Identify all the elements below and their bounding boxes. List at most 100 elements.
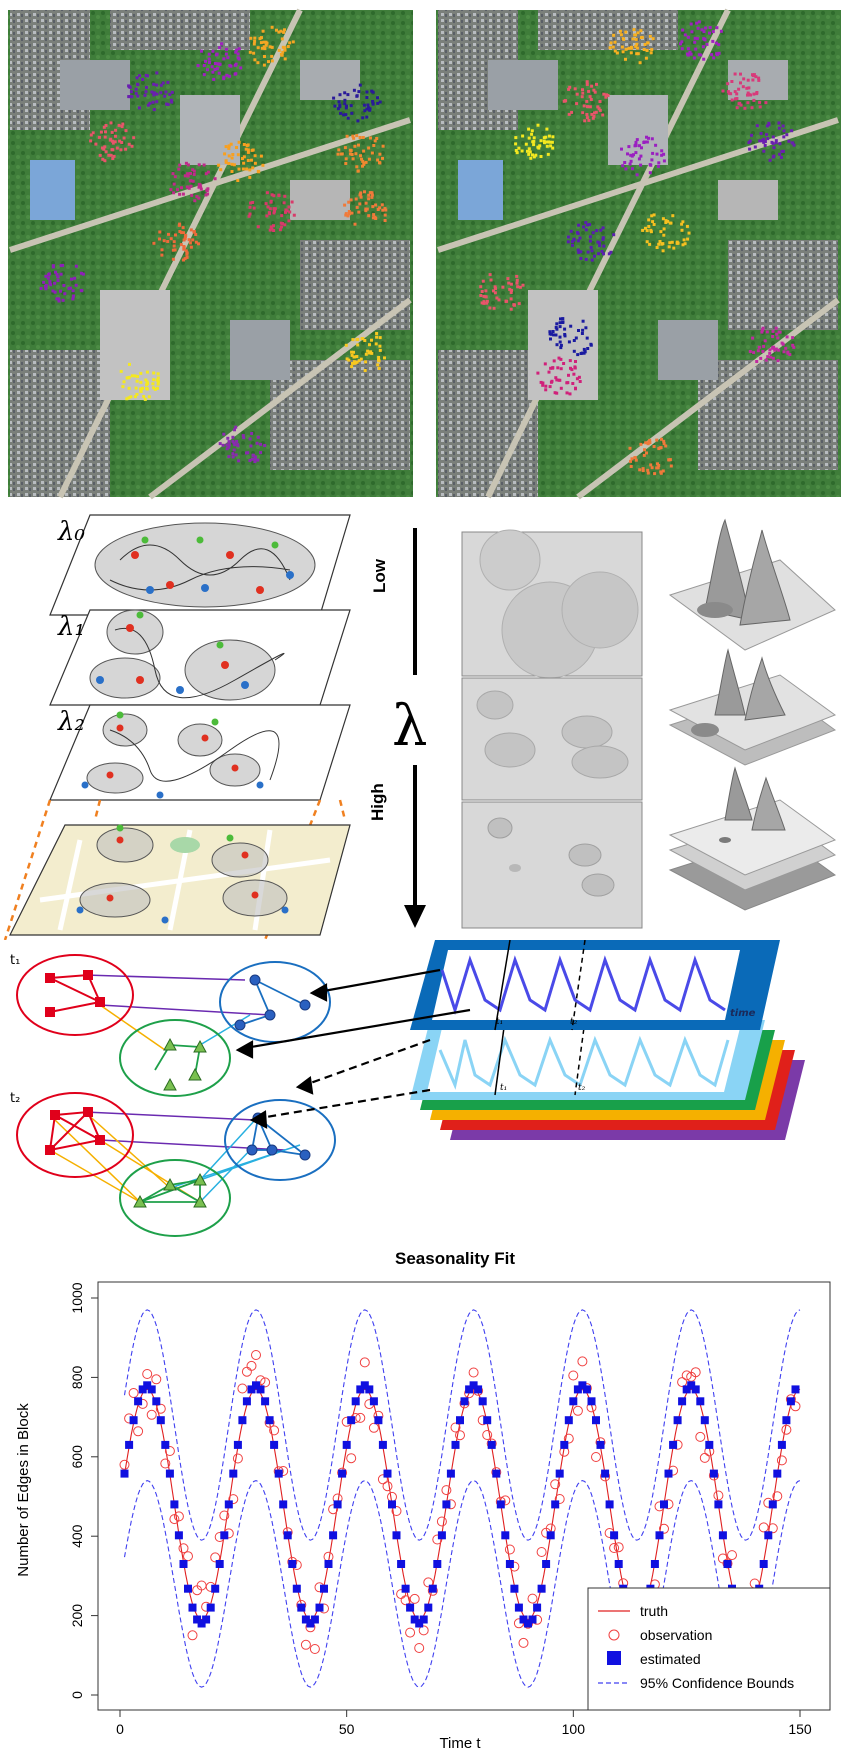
t1-sheet-tick1: t₁ bbox=[496, 1017, 503, 1027]
density-low-3d bbox=[668, 518, 836, 651]
density-high-3d bbox=[668, 766, 837, 911]
observation-point bbox=[568, 1370, 579, 1381]
x-tick-label: 150 bbox=[788, 1721, 812, 1737]
cluster bbox=[332, 83, 382, 123]
estimated-point bbox=[274, 1469, 283, 1478]
y-tick-label: 400 bbox=[69, 1524, 85, 1548]
estimated-point bbox=[510, 1584, 519, 1593]
left-map bbox=[8, 8, 413, 500]
cluster bbox=[566, 221, 616, 262]
lambda1-label: λ₁ bbox=[57, 612, 85, 642]
estimated-point bbox=[165, 1469, 174, 1478]
estimated-point bbox=[184, 1584, 192, 1593]
observation-point bbox=[423, 1577, 434, 1588]
cluster bbox=[536, 356, 582, 396]
y-tick-label: 800 bbox=[69, 1366, 85, 1390]
estimated-point bbox=[279, 1500, 288, 1509]
temporal-network-panel: t₁ t₂ bbox=[10, 940, 805, 1237]
estimated-point bbox=[678, 1397, 687, 1406]
cluster bbox=[748, 326, 796, 363]
cluster bbox=[479, 273, 525, 311]
observation-point bbox=[677, 1377, 688, 1388]
observation-point bbox=[346, 1453, 357, 1464]
estimated-point bbox=[134, 1397, 143, 1406]
estimated-point bbox=[487, 1440, 496, 1449]
estimated-point bbox=[723, 1560, 732, 1568]
network-t2 bbox=[16, 1092, 336, 1237]
estimated-point bbox=[478, 1397, 487, 1406]
cluster bbox=[248, 25, 295, 67]
estimated-point bbox=[179, 1560, 188, 1568]
observation-point bbox=[155, 1403, 166, 1414]
estimated-point bbox=[397, 1560, 406, 1568]
lambda0-label: λ₀ bbox=[57, 517, 85, 547]
low-label: Low bbox=[370, 558, 389, 593]
estimated-point bbox=[120, 1469, 129, 1478]
estimated-point bbox=[156, 1416, 165, 1425]
estimated-point bbox=[492, 1469, 501, 1478]
multiscale-layers-panel: λ₀ λ₁ λ₂ Lo bbox=[3, 514, 837, 940]
observation-point bbox=[119, 1459, 130, 1470]
x-axis-label: Time t bbox=[439, 1735, 481, 1752]
y-axis-label: Number of Edges in Block bbox=[15, 1403, 32, 1577]
observation-point bbox=[391, 1506, 402, 1516]
density-low-2d bbox=[461, 529, 643, 679]
t2-sheet-tick2: t₂ bbox=[578, 1083, 586, 1093]
cluster bbox=[217, 140, 265, 182]
estimated-point bbox=[211, 1584, 220, 1593]
estimated-point bbox=[660, 1500, 668, 1509]
observation-point bbox=[681, 1370, 692, 1381]
observation-point bbox=[173, 1511, 184, 1522]
estimated-point bbox=[224, 1500, 233, 1509]
estimated-point bbox=[283, 1531, 292, 1540]
density-mid-3d bbox=[668, 648, 837, 766]
estimated-point bbox=[582, 1385, 591, 1394]
estimated-point bbox=[170, 1500, 179, 1509]
estimated-point bbox=[301, 1615, 310, 1624]
upper-bound-line bbox=[123, 1309, 801, 1541]
estimated-point bbox=[564, 1416, 573, 1425]
cluster bbox=[119, 362, 160, 401]
estimated-point bbox=[460, 1397, 469, 1406]
time-series-stack: t₁ t₂ t₁ t₂ time bbox=[410, 940, 805, 1140]
estimated-point bbox=[782, 1416, 791, 1425]
cluster bbox=[628, 437, 673, 476]
cluster bbox=[169, 161, 217, 203]
estimated-point bbox=[777, 1440, 786, 1449]
estimated-point bbox=[143, 1381, 152, 1390]
cluster bbox=[89, 121, 136, 163]
cluster bbox=[152, 222, 200, 262]
estimated-point bbox=[483, 1416, 492, 1425]
observation-point bbox=[441, 1485, 452, 1496]
estimated-point bbox=[197, 1619, 206, 1628]
x-tick-label: 50 bbox=[339, 1721, 355, 1737]
t2-sheet-tick1: t₁ bbox=[500, 1083, 507, 1093]
observation-point bbox=[228, 1494, 239, 1505]
estimated-point bbox=[768, 1500, 777, 1509]
observation-point bbox=[727, 1550, 737, 1561]
observation-point bbox=[219, 1510, 230, 1521]
y-tick-label: 0 bbox=[69, 1691, 85, 1699]
observation-point bbox=[432, 1534, 443, 1545]
estimated-point bbox=[664, 1469, 673, 1478]
estimated-point bbox=[696, 1397, 705, 1406]
estimated-point bbox=[242, 1397, 251, 1406]
estimated-point bbox=[569, 1397, 578, 1406]
estimated-point bbox=[501, 1531, 510, 1540]
chart-title: Seasonality Fit bbox=[395, 1249, 515, 1268]
estimated-point bbox=[773, 1469, 782, 1478]
estimated-point bbox=[764, 1531, 773, 1540]
cluster bbox=[514, 123, 555, 160]
estimated-point bbox=[542, 1560, 551, 1568]
estimated-point bbox=[759, 1560, 768, 1568]
estimated-point bbox=[650, 1560, 659, 1568]
observation-point bbox=[414, 1643, 425, 1653]
legend-observation: observation bbox=[640, 1627, 712, 1643]
estimated-point bbox=[401, 1584, 410, 1593]
high-label: High bbox=[368, 783, 387, 821]
observation-point bbox=[527, 1593, 538, 1604]
observation-point bbox=[591, 1452, 601, 1462]
observation-point bbox=[518, 1637, 529, 1648]
observation-point bbox=[659, 1523, 669, 1534]
estimated-point bbox=[356, 1385, 365, 1394]
